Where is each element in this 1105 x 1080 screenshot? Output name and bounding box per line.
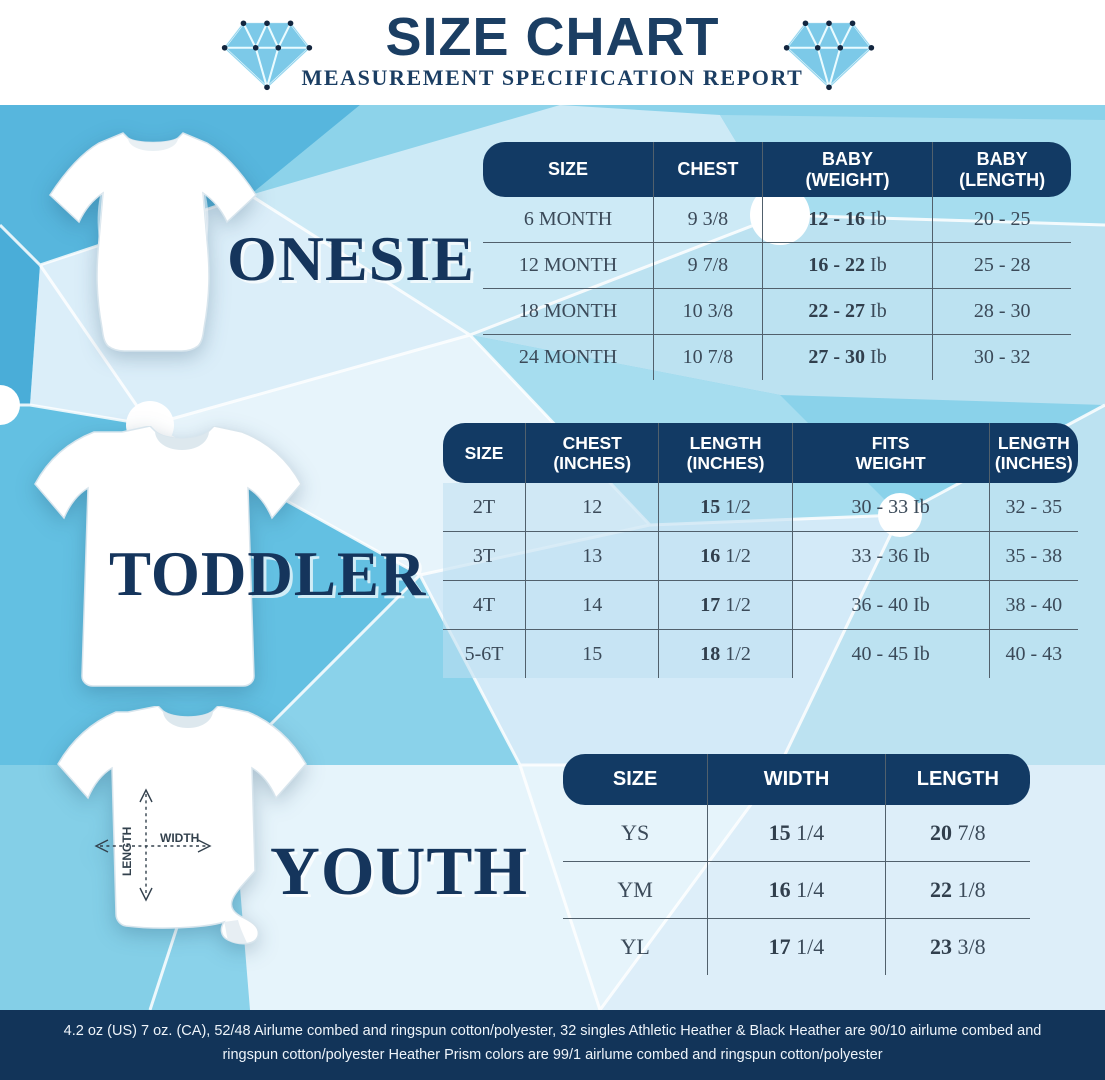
svg-text:WIDTH: WIDTH — [160, 831, 199, 845]
svg-text:LENGTH: LENGTH — [120, 827, 134, 876]
